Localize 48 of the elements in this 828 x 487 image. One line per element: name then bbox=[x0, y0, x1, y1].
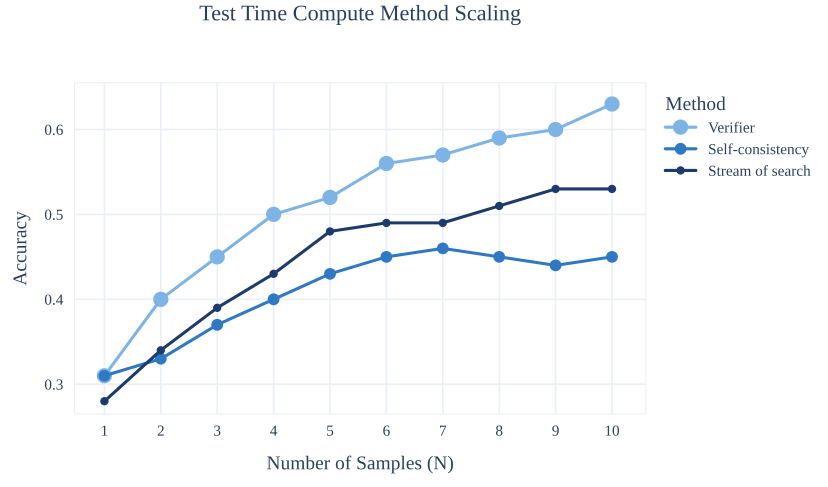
x-tick-label: 7 bbox=[440, 426, 446, 436]
point bbox=[493, 250, 506, 263]
y-axis-title: Accuracy bbox=[13, 211, 30, 286]
point bbox=[322, 190, 338, 206]
chart-title: Test Time Compute Method Scaling bbox=[200, 4, 521, 26]
point bbox=[326, 227, 334, 236]
point bbox=[492, 130, 507, 146]
point bbox=[438, 218, 447, 228]
point bbox=[604, 96, 620, 112]
point bbox=[213, 304, 222, 312]
x-tick-label: 8 bbox=[496, 426, 502, 436]
point bbox=[324, 268, 336, 280]
x-tick-label: 3 bbox=[214, 426, 220, 436]
y-tick-label: 0.3 bbox=[44, 379, 63, 390]
point bbox=[156, 346, 165, 354]
y-tick-label: 0.4 bbox=[44, 294, 64, 305]
point bbox=[551, 184, 560, 194]
y-tick-label: 0.5 bbox=[44, 210, 63, 220]
x-tick-label: 1 bbox=[102, 426, 108, 436]
x-tick-label: 10 bbox=[606, 426, 620, 436]
point bbox=[382, 218, 391, 228]
point bbox=[211, 318, 224, 331]
x-tick-label: 2 bbox=[158, 426, 164, 436]
point bbox=[548, 122, 564, 138]
x-tick-label: 9 bbox=[552, 426, 559, 436]
point bbox=[435, 147, 450, 163]
legend-label: Stream of search bbox=[709, 165, 811, 176]
point bbox=[608, 184, 616, 194]
x-tick-label: 6 bbox=[383, 426, 390, 436]
point bbox=[266, 206, 282, 222]
point bbox=[210, 249, 225, 264]
y-tick-label: 0.6 bbox=[44, 124, 63, 136]
legend-title: Method bbox=[666, 96, 726, 110]
point bbox=[269, 270, 278, 278]
point bbox=[550, 259, 562, 272]
point bbox=[268, 293, 280, 306]
point bbox=[378, 156, 394, 172]
point bbox=[100, 397, 109, 406]
point bbox=[153, 292, 168, 307]
legend-label: Verifier bbox=[708, 122, 755, 133]
point bbox=[606, 250, 618, 263]
point bbox=[380, 250, 392, 263]
x-axis-title: Number of Samples (N) bbox=[267, 456, 454, 474]
legend-label: Self-consistency bbox=[709, 143, 809, 158]
point bbox=[436, 242, 449, 254]
point bbox=[495, 202, 504, 210]
x-tick-label: 5 bbox=[327, 426, 334, 436]
x-tick-label: 4 bbox=[270, 426, 278, 436]
